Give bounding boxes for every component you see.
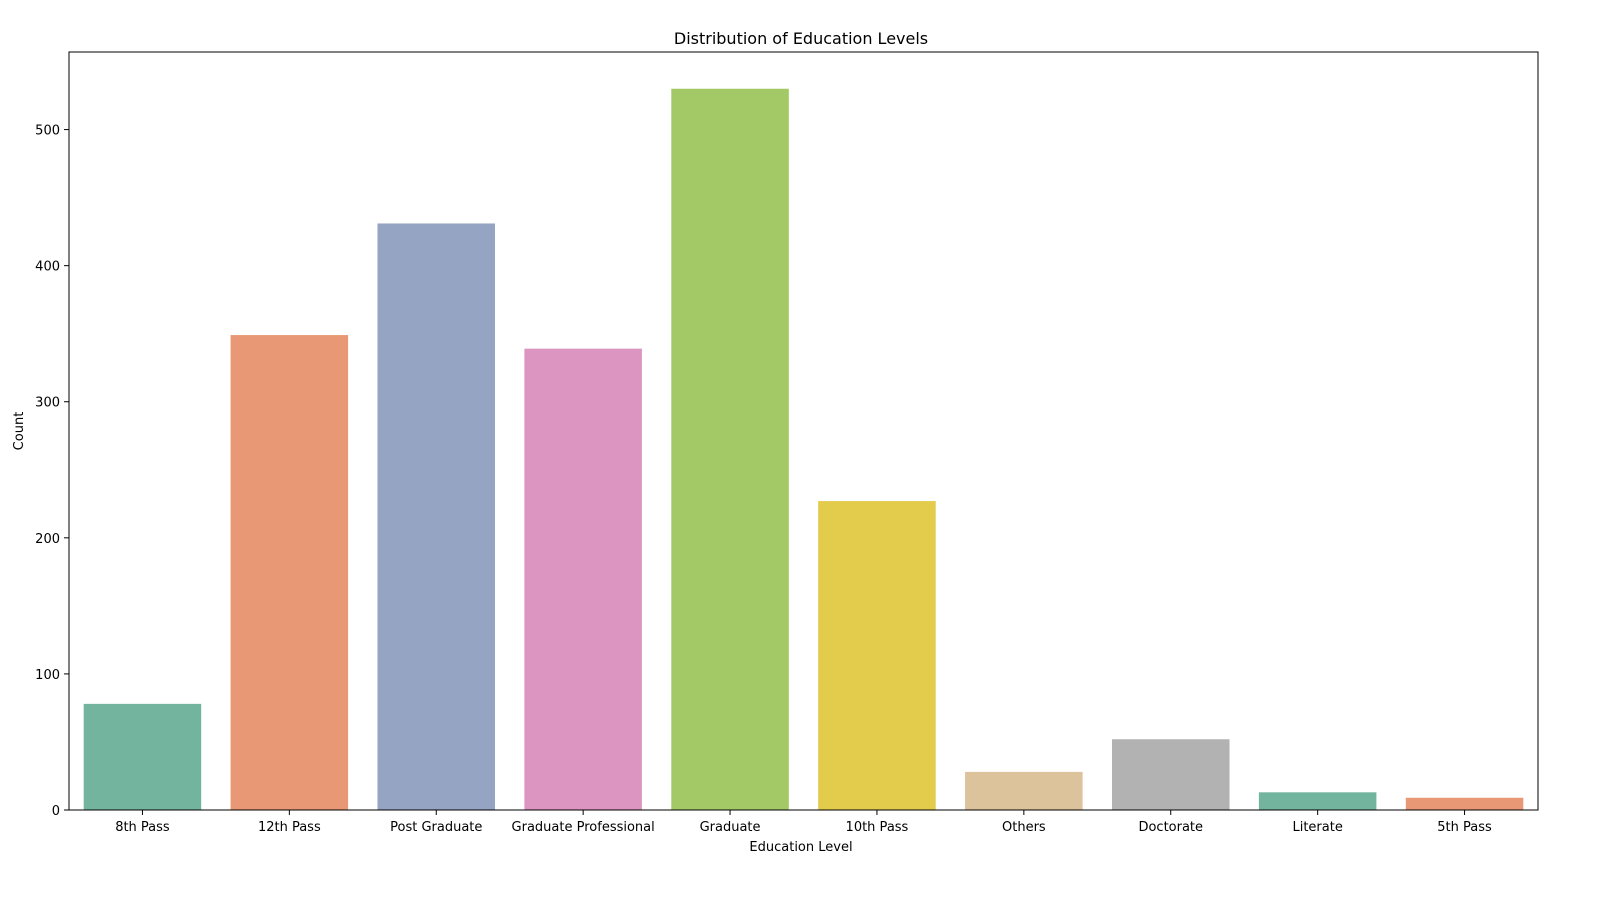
x-tick-label: Others (1002, 820, 1046, 835)
bar-10th-pass (818, 501, 936, 810)
bar-others (965, 771, 1083, 810)
x-tick-label: 10th Pass (846, 820, 909, 835)
y-tick-label: 0 (52, 804, 60, 819)
x-tick-label: Graduate Professional (512, 820, 655, 835)
x-tick-label: Literate (1292, 820, 1342, 835)
x-tick-label: 12th Pass (258, 820, 321, 835)
bars-layer (83, 88, 1524, 811)
x-tick-label: 5th Pass (1437, 820, 1492, 835)
y-axis-label: Count (12, 412, 27, 451)
bar-post-graduate (377, 223, 496, 811)
x-axis: 8th Pass 12th Pass Post Graduate Graduate P… (115, 810, 1492, 835)
y-axis: 0 100 200 300 400 500 (35, 124, 69, 819)
x-tick-label: Post Graduate (390, 820, 482, 835)
x-tick-label: Doctorate (1138, 820, 1203, 835)
y-tick-label: 500 (35, 124, 60, 139)
x-tick-label: Graduate (700, 820, 761, 835)
bar-graduate (671, 88, 789, 810)
y-tick-label: 200 (35, 532, 60, 547)
bar-12th-pass (230, 335, 349, 810)
x-axis-label: Education Level (749, 840, 852, 855)
y-tick-label: 400 (35, 260, 60, 275)
bar-5th-pass (1405, 797, 1524, 810)
plot-frame (68, 51, 1539, 811)
chart-title: Distribution of Education Levels (674, 29, 928, 48)
y-tick-label: 300 (35, 396, 60, 411)
bar-graduate-professional (524, 348, 642, 810)
bar-8th-pass (83, 703, 202, 810)
bar-literate (1258, 792, 1377, 810)
y-tick-label: 100 (35, 668, 60, 683)
x-tick-label: 8th Pass (115, 820, 170, 835)
bar-doctorate (1111, 739, 1230, 810)
